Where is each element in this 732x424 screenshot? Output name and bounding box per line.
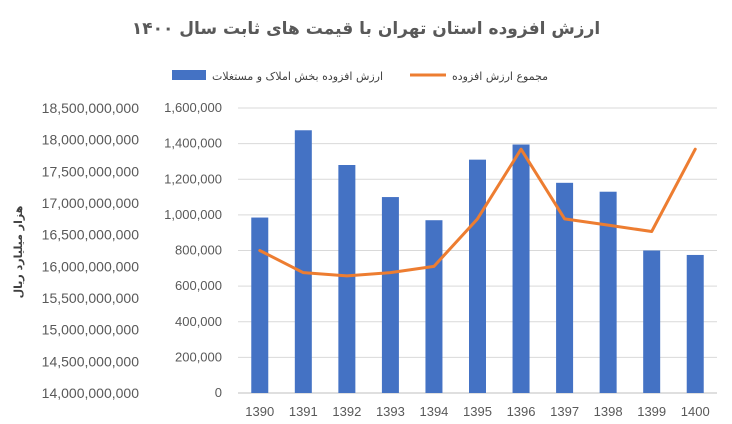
bar [425, 220, 443, 393]
x-axis-tick-label: 1390 [245, 404, 274, 419]
x-axis-tick-label: 1400 [681, 404, 710, 419]
left-axis-tick-label: 14,000,000,000 [42, 385, 140, 401]
x-axis-tick-label: 1394 [419, 404, 448, 419]
right-axis-tick-label: 800,000 [175, 243, 222, 258]
right-axis-tick-label: 1,000,000 [164, 207, 222, 222]
x-axis-tick-label: 1395 [463, 404, 492, 419]
bar [469, 159, 486, 393]
left-axis-tick-label: 16,000,000,000 [42, 258, 140, 274]
bar [381, 197, 399, 393]
legend-label-line: مجموع ارزش افزوده [452, 70, 548, 83]
bar [294, 130, 312, 393]
x-axis-tick-label: 1399 [637, 404, 666, 419]
bar [686, 254, 704, 393]
x-axis-tick-label: 1396 [507, 404, 536, 419]
bar-series [251, 130, 704, 393]
right-axis-tick-label: 200,000 [175, 349, 222, 364]
line-series [258, 147, 697, 278]
bar [338, 165, 356, 393]
left-axis-tick-label: 15,500,000,000 [42, 290, 140, 306]
bar [643, 250, 661, 393]
chart-title: ارزش افزوده استان تهران با قیمت های ثابت… [132, 19, 600, 39]
right-axis-tick-label: 1,200,000 [164, 171, 222, 186]
bar [251, 217, 269, 393]
bar [556, 182, 574, 393]
left-axis-tick-label: 14,500,000,000 [42, 353, 140, 369]
legend: ارزش افزوده بخش املاک و مستغلات مجموع ار… [172, 70, 548, 83]
left-axis-tick-label: 17,500,000,000 [42, 163, 140, 179]
right-axis-tick-label: 400,000 [175, 314, 222, 329]
left-axis-tick-label: 18,000,000,000 [42, 132, 140, 148]
left-axis-tick-label: 16,500,000,000 [42, 227, 140, 243]
y-axis-label: هزار میلیارد ریال [12, 206, 25, 299]
left-axis-tick-label: 15,000,000,000 [42, 322, 140, 338]
x-axis-ticks: 1390 1391 1392 1393 1394 1395 1396 1397 1398 1399… [245, 404, 709, 419]
x-axis-tick-label: 1391 [289, 404, 318, 419]
x-axis-tick-label: 1398 [594, 404, 623, 419]
right-axis-ticks: 0 200,000 400,000 600,000 800,000 1,000,000 1,… [164, 100, 222, 400]
legend-label-bar: ارزش افزوده بخش املاک و مستغلات [212, 70, 383, 83]
left-axis-tick-label: 17,000,000,000 [42, 195, 140, 211]
x-axis-tick-label: 1392 [332, 404, 361, 419]
legend-swatch-bar [172, 70, 206, 80]
bar [599, 191, 617, 393]
right-axis-tick-label: 0 [215, 385, 222, 400]
x-axis-tick-label: 1393 [376, 404, 405, 419]
right-axis-tick-label: 1,600,000 [164, 100, 222, 115]
right-axis-tick-label: 1,400,000 [164, 136, 222, 151]
left-axis-ticks: 14,000,000,000 14,500,000,000 15,000,000,0… [42, 100, 140, 401]
x-axis-tick-label: 1397 [550, 404, 579, 419]
right-axis-tick-label: 600,000 [175, 278, 222, 293]
left-axis-tick-label: 18,500,000,000 [42, 100, 140, 116]
bar [512, 144, 530, 393]
